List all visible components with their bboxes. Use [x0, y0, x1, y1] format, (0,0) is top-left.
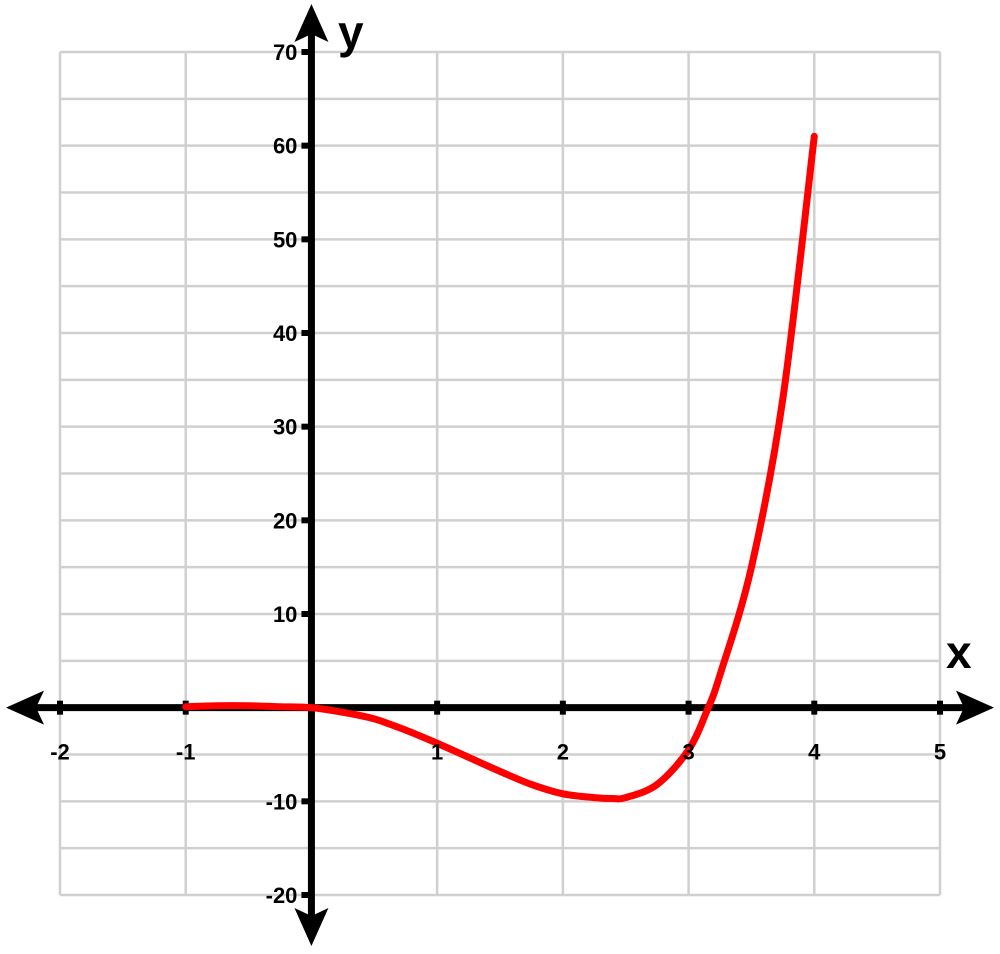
- axis-ticks: [57, 49, 943, 898]
- y-tick-label: -20: [266, 883, 298, 908]
- function-curve: [182, 132, 818, 803]
- y-tick-label: 50: [273, 227, 297, 252]
- y-tick-label: 30: [273, 415, 297, 440]
- y-tick-label: 10: [273, 602, 297, 627]
- y-tick-label: 20: [273, 508, 297, 533]
- x-tick-label: -2: [50, 740, 70, 765]
- tick-labels: -2 -1 1 2 3 4 5 70 60 50 40 30 20 10 -10 -20: [50, 40, 946, 908]
- x-axis-label: x: [946, 626, 972, 678]
- x-tick-label: 3: [682, 740, 694, 765]
- x-tick-label: 2: [557, 740, 569, 765]
- x-tick-label: -1: [176, 740, 196, 765]
- y-tick-label: 60: [273, 134, 297, 159]
- y-tick-label: 40: [273, 321, 297, 346]
- x-tick-label: 5: [934, 740, 946, 765]
- plot-area: [182, 132, 818, 803]
- x-axis-arrow-right-icon: [956, 690, 994, 725]
- y-tick-label: -10: [266, 789, 298, 814]
- x-axis-arrow-left-icon: [6, 690, 44, 725]
- y-axis-label: y: [338, 6, 364, 58]
- x-tick-label: 1: [431, 740, 443, 765]
- y-tick-label: 70: [273, 40, 297, 65]
- x-tick-label: 4: [808, 740, 821, 765]
- y-axis-arrow-up-icon: [294, 4, 329, 42]
- y-axis-arrow-down-icon: [294, 908, 329, 946]
